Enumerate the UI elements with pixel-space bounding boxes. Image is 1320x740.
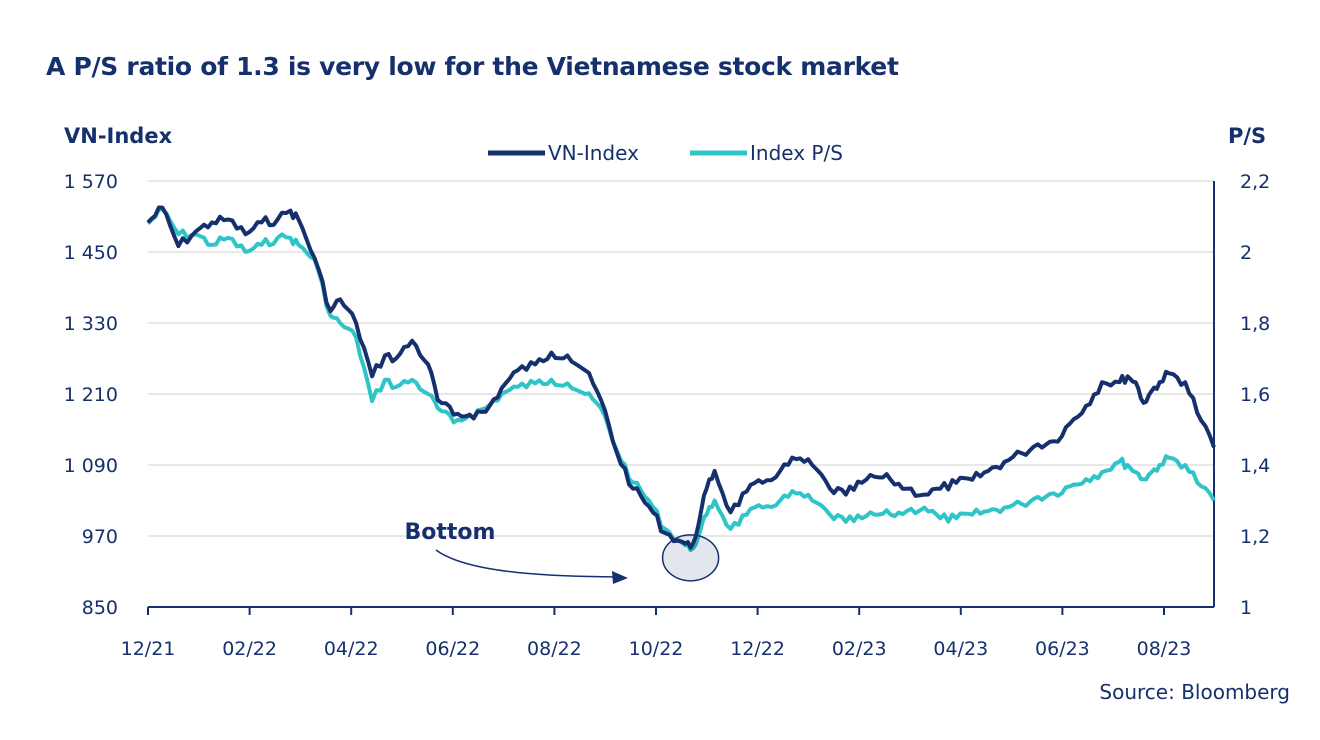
- series-line-index-ps: [146, 207, 1216, 553]
- bottom-highlight-ellipse: [661, 534, 720, 582]
- x-tick-label: 04/22: [324, 638, 379, 660]
- x-tick-label: 10/22: [629, 638, 684, 660]
- x-tick-label: 02/22: [222, 638, 277, 660]
- y-tick-label: 1 330: [64, 313, 118, 335]
- x-tick-label: 08/23: [1137, 638, 1192, 660]
- legend-label-vn-index: VN-Index: [548, 141, 639, 165]
- x-tick-label: 08/22: [527, 638, 582, 660]
- y-tick-label: 1 570: [64, 171, 118, 193]
- x-tick-label: 12/22: [730, 638, 785, 660]
- y-tick-label: 970: [82, 526, 118, 548]
- x-tick-label: 12/21: [121, 638, 176, 660]
- x-tick-label: 04/23: [933, 638, 988, 660]
- y2-tick-label: 2: [1240, 242, 1252, 264]
- y-tick-label: 850: [82, 597, 118, 619]
- y2-tick-label: 2,2: [1240, 171, 1270, 193]
- annotation-arrowhead: [612, 571, 628, 584]
- source-note: Source: Bloomberg: [1099, 680, 1290, 704]
- y2-tick-label: 1,8: [1240, 313, 1270, 335]
- legend-label-index-ps: Index P/S: [750, 141, 843, 165]
- y-tick-label: 1 450: [64, 242, 118, 264]
- series-line-vn-index: [146, 205, 1216, 550]
- left-axis-title: VN-Index: [64, 124, 173, 148]
- y-tick-label: 1 090: [64, 455, 118, 477]
- y2-tick-label: 1,4: [1240, 455, 1270, 477]
- x-tick-label: 06/23: [1035, 638, 1090, 660]
- y-tick-label: 1 210: [64, 384, 118, 406]
- y2-tick-label: 1,6: [1240, 384, 1270, 406]
- x-tick-label: 06/22: [425, 638, 480, 660]
- y2-tick-label: 1,2: [1240, 526, 1270, 548]
- chart-title: A P/S ratio of 1.3 is very low for the V…: [46, 52, 899, 81]
- x-tick-label: 02/23: [832, 638, 887, 660]
- right-axis-title: P/S: [1228, 124, 1267, 148]
- annotation-label: Bottom: [405, 520, 496, 545]
- annotation-arrow: [435, 549, 616, 578]
- y2-tick-label: 1: [1240, 597, 1252, 619]
